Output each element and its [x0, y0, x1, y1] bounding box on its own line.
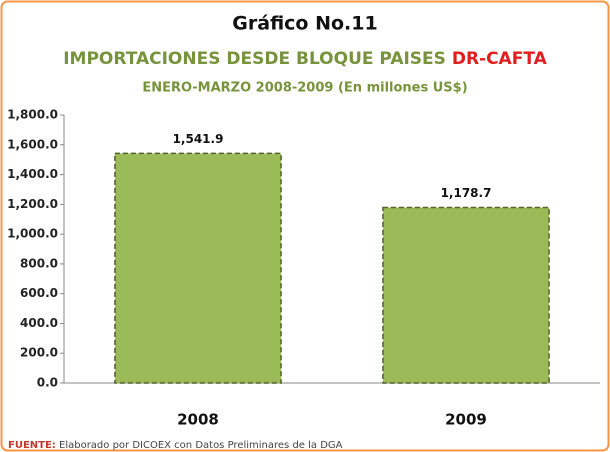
- y-tick-label: 1,400.0: [7, 167, 58, 181]
- y-tick-label: 0.0: [37, 376, 58, 390]
- chart-subtitle: IMPORTACIONES DESDE BLOQUE PAISES DR-CAF…: [63, 49, 547, 69]
- subtitle-highlight: DR-CAFTA: [452, 49, 548, 69]
- y-tick-label: 600.0: [20, 286, 58, 300]
- y-tick-label: 1,800.0: [7, 108, 58, 122]
- bar: [382, 206, 550, 384]
- y-tick-label: 800.0: [20, 256, 58, 270]
- y-tick-label: 1,000.0: [7, 227, 58, 241]
- y-tick-label: 1,600.0: [7, 137, 58, 151]
- source-label: FUENTE:: [8, 440, 56, 451]
- y-tick-label: 400.0: [20, 316, 58, 330]
- data-label: 1,541.9: [173, 132, 224, 146]
- x-tick-label: 2008: [177, 411, 219, 429]
- bar: [114, 152, 282, 384]
- subtitle-text: IMPORTACIONES DESDE BLOQUE PAISES: [63, 49, 446, 69]
- source-text: Elaborado por DICOEX con Datos Prelimina…: [59, 440, 343, 451]
- data-label: 1,178.7: [441, 186, 492, 200]
- x-tick-label: 2009: [445, 411, 487, 429]
- chart-title: Gráfico No.11: [232, 13, 377, 35]
- y-tick-label: 1,200.0: [7, 197, 58, 211]
- y-tick-label: 200.0: [20, 346, 58, 360]
- source-note: FUENTE: Elaborado por DICOEX con Datos P…: [8, 440, 343, 451]
- chart-period: ENERO-MARZO 2008-2009 (En millones US$): [142, 81, 467, 96]
